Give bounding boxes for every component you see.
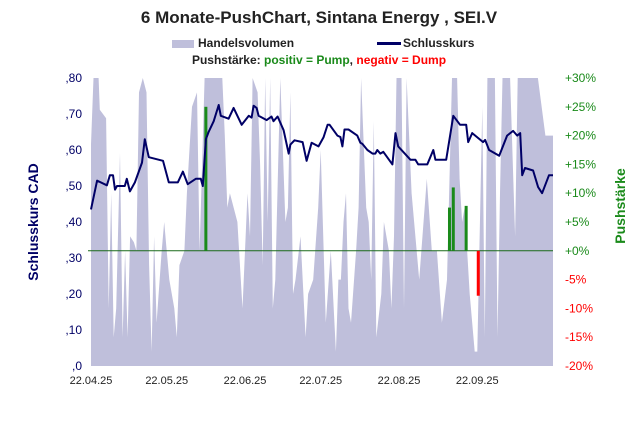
- y-left-tick-label: ,80: [65, 71, 82, 85]
- push-bar-pump: [447, 207, 451, 251]
- y-right-tick-label: +30%: [565, 71, 596, 85]
- y-right-tick-label: +5%: [565, 215, 590, 229]
- push-legend-negative: negativ = Dump: [356, 53, 447, 67]
- y-right-tick-label: -15%: [565, 330, 593, 344]
- price-line: [90, 104, 553, 210]
- push-bar-dump: [476, 250, 480, 296]
- x-tick-label: 22.07.25: [299, 375, 342, 387]
- y-right-tick-label: -5%: [565, 273, 587, 287]
- y-left-tick-label: ,70: [65, 107, 82, 121]
- push-bar-pump: [464, 205, 468, 251]
- legend-volume-label: Handelsvolumen: [198, 36, 295, 50]
- push-legend: Pushstärke: positiv = Pump, negativ = Du…: [0, 53, 638, 67]
- push-bar-pump: [204, 106, 208, 251]
- legend-price-label: Schlusskurs: [403, 36, 475, 50]
- y-axis-right-title: Pushstärke: [612, 168, 628, 244]
- legend-price: Schlusskurs: [377, 36, 474, 50]
- y-right-tick-label: +15%: [565, 157, 596, 171]
- x-tick-label: 22.05.25: [145, 375, 188, 387]
- y-left-tick-label: ,60: [65, 143, 82, 157]
- y-axis-left-title: Schlusskurs CAD: [25, 163, 41, 280]
- y-left-tick-label: ,50: [65, 179, 82, 193]
- push-bar-pump: [451, 187, 455, 251]
- push-legend-prefix: Pushstärke:: [191, 53, 261, 67]
- y-right-tick-label: -10%: [565, 301, 593, 315]
- legend-volume: Handelsvolumen: [172, 36, 294, 50]
- y-right-tick-label: -20%: [565, 359, 593, 373]
- y-left-tick-label: ,30: [65, 251, 82, 265]
- y-left-tick-label: ,20: [65, 287, 82, 301]
- y-right-tick-label: +25%: [565, 100, 596, 114]
- push-legend-comma: ,: [349, 53, 354, 67]
- x-tick-label: 22.08.25: [378, 375, 421, 387]
- y-right-tick-label: +0%: [565, 244, 590, 258]
- legend-price-swatch: [377, 42, 401, 46]
- x-tick-label: 22.09.25: [456, 375, 499, 387]
- y-left-tick-label: ,0: [72, 359, 82, 373]
- x-tick-label: 22.06.25: [224, 375, 267, 387]
- x-tick-label: 22.04.25: [70, 375, 113, 387]
- push-legend-positive: positiv = Pump: [263, 53, 350, 67]
- legend-volume-swatch: [172, 39, 194, 48]
- y-left-tick-label: ,40: [65, 215, 82, 229]
- volume-area: [91, 78, 553, 366]
- y-right-tick-label: +10%: [565, 186, 596, 200]
- chart-title: 6 Monate-PushChart, Sintana Energy , SEI…: [140, 8, 498, 27]
- y-right-tick-label: +20%: [565, 129, 596, 143]
- y-left-tick-label: ,10: [65, 323, 82, 337]
